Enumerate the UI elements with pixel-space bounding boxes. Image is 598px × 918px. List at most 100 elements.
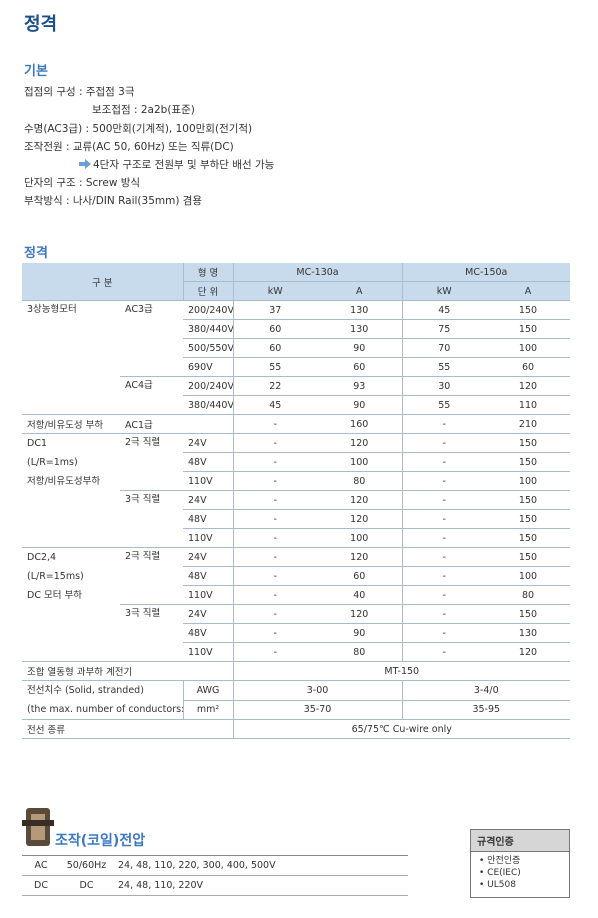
table-cell: 120 [486, 376, 570, 396]
table-cell: 120 [317, 433, 402, 453]
data-row: 전선 종류 65/75℃ Cu-wire only [22, 719, 570, 739]
spec-line: 수명(AC3급) : 500만회(기계적), 100만회(전기적) [24, 123, 253, 135]
table-cell: AC [22, 855, 60, 876]
table-cell: 24V [183, 433, 233, 453]
table-cell: - [401, 623, 486, 643]
table-cell: AC1급 [120, 414, 183, 434]
table-cell: - [401, 433, 486, 453]
data-row: 48V -60-100 [22, 566, 570, 586]
table-cell: DC2,4 (L/R=15ms) DC 모터 부하 [22, 547, 120, 662]
cell-line: 전선치수 (Solid, stranded) [27, 685, 144, 696]
table-cell: 100 [317, 452, 402, 472]
table-cell: 80 [317, 471, 402, 491]
data-row: 110V -80-120 [22, 642, 570, 662]
table-cell: - [232, 452, 317, 472]
table-cell: - [401, 547, 486, 567]
data-row: 3극 직렬 24V -120-150 [22, 490, 570, 548]
table-cell: 55 [232, 357, 317, 377]
table-cell: 55 [401, 395, 486, 415]
table-cell: 45 [401, 300, 486, 320]
table-cell: 조합 열동형 과부하 계전기 [22, 661, 233, 681]
table-cell: 160 [317, 414, 402, 434]
table-cell [183, 414, 233, 434]
table-cell: 80 [317, 642, 402, 662]
table-cell: 130 [317, 319, 402, 339]
table-cell: mm² [182, 700, 233, 720]
table-cell: 210 [486, 414, 570, 434]
table-cell: 110V [183, 528, 233, 548]
section-heading: 기본 [24, 64, 48, 79]
data-row: 48V -90-130 [22, 623, 570, 643]
cell-line: (the max. number of conductors: 2) [27, 704, 183, 715]
table-cell: A [317, 281, 402, 301]
section-heading: 조작(코일)전압 [55, 833, 146, 849]
data-row: 380/440V 60 130 75 150 [22, 319, 570, 339]
table-cell: 2극 직렬 [120, 433, 183, 491]
table-cell: 48V [183, 623, 233, 643]
table-cell: 24, 48, 110, 220, 300, 400, 500V [113, 855, 408, 876]
table-cell: - [232, 414, 317, 434]
table-cell: 380/440V [183, 395, 233, 415]
cell-line: DC1 [27, 438, 47, 449]
data-row: 110V -80-100 [22, 471, 570, 491]
table-cell: 3극 직렬 [120, 490, 183, 548]
table-cell: 110 [486, 395, 570, 415]
table-cell: 3-4/0 [401, 680, 570, 701]
table-cell: 60 [232, 319, 317, 339]
table-cell: kW [232, 281, 317, 301]
table-cell: 110V [183, 642, 233, 662]
table-cell: 130 [486, 623, 570, 643]
table-cell: A [486, 281, 570, 301]
certification-item: CE(IEC) [471, 867, 569, 879]
table-cell: AWG [182, 680, 233, 701]
arrow-icon [79, 159, 91, 169]
table-cell: - [401, 604, 486, 624]
table-cell: 120 [486, 642, 570, 662]
table-cell: 150 [486, 319, 570, 339]
table-cell: 150 [486, 509, 570, 529]
table-cell: 70 [401, 338, 486, 358]
table-cell: - [401, 642, 486, 662]
cell-line: (L/R=1ms) [27, 457, 78, 468]
table-cell: 380/440V [183, 319, 233, 339]
data-row: 110V -100-150 [22, 528, 570, 548]
table-cell: 200/240V [183, 300, 233, 320]
data-row: AC4급 200/240V 22 93 30 120 [22, 376, 570, 415]
table-cell: 690V [183, 357, 233, 377]
table-cell: 90 [317, 338, 402, 358]
table-cell: 2극 직렬 [120, 547, 183, 605]
data-row: 48V -120-150 [22, 509, 570, 529]
table-cell: 3극 직렬 [120, 604, 183, 662]
data-row: 조합 열동형 과부하 계전기 MT-150 [22, 661, 570, 681]
table-cell: - [401, 566, 486, 586]
spec-line: 조작전원 : 교류(AC 50, 60Hz) 또는 직류(DC) [24, 141, 234, 153]
table-cell: 150 [486, 452, 570, 472]
table-cell: 24V [183, 490, 233, 510]
table-cell: MC-130a [232, 263, 402, 282]
spec-line: 보조접점 : 2a2b(표준) [92, 104, 195, 116]
table-cell: 80 [486, 585, 570, 605]
cell-line: 저항/비유도성부하 [27, 476, 101, 487]
table-cell: 형 명 [182, 263, 233, 282]
table-cell: 93 [317, 376, 402, 396]
certification-item: 안전인증 [471, 852, 569, 867]
cell-line: DC 모터 부하 [27, 590, 82, 601]
table-cell: 130 [317, 300, 402, 320]
table-cell: 120 [317, 509, 402, 529]
data-row: DC2,4 (L/R=15ms) DC 모터 부하 2극 직렬 24V -120-150 [22, 547, 570, 662]
table-cell: 3-00 [232, 680, 402, 701]
table-cell: 90 [317, 623, 402, 643]
data-row: 48V -100-150 [22, 452, 570, 472]
table-cell: 110V [183, 585, 233, 605]
data-row: 전선치수 (Solid, stranded) (the max. number o… [22, 680, 570, 720]
certification-heading: 규격인증 [471, 830, 569, 852]
section-heading: 정격 [24, 246, 48, 261]
cell-line: DC2,4 [27, 552, 57, 563]
spec-line: 단자의 구조 : Screw 방식 [24, 177, 141, 189]
data-row: DC1 (L/R=1ms) 저항/비유도성부하 2극 직렬 24V -120-150 [22, 433, 570, 548]
table-cell: 120 [317, 547, 402, 567]
table-cell: - [232, 623, 317, 643]
